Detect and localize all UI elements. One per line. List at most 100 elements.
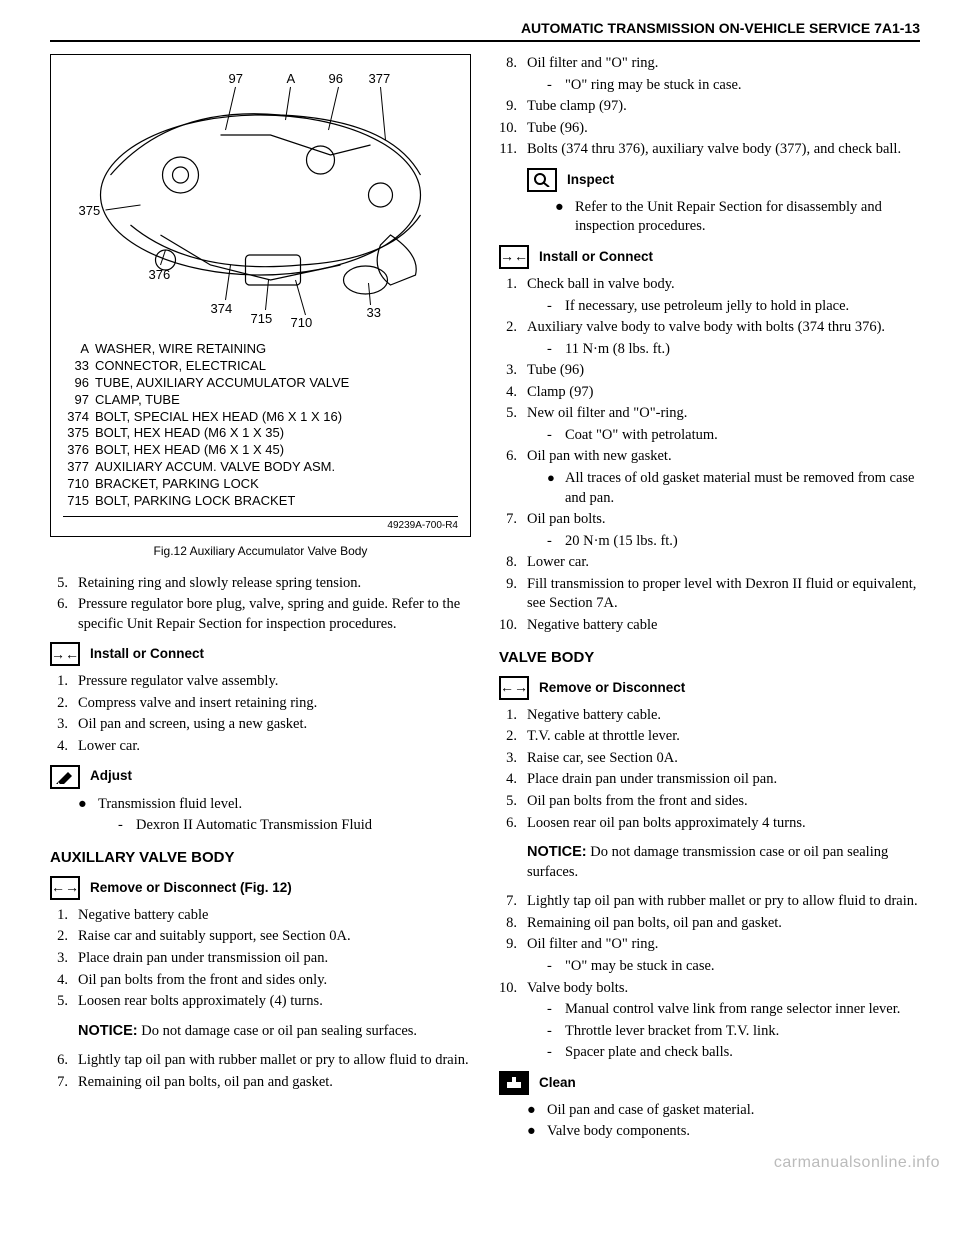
callout-374: 374 <box>211 301 233 316</box>
sub-text: If necessary, use petroleum jelly to hol… <box>565 297 849 317</box>
item-num: 9. <box>499 97 527 117</box>
clean-icon <box>499 1071 529 1095</box>
right-column: 8. Oil filter and "O" ring. -"O" ring may… <box>499 54 920 1150</box>
sub-text: Dexron II Automatic Transmission Fluid <box>136 816 372 836</box>
item-text: Retaining ring and slowly release spring… <box>78 574 471 594</box>
sub-text: "O" may be stuck in case. <box>565 957 715 977</box>
item-text: Lower car. <box>527 553 920 573</box>
part-num: 710 <box>63 476 95 493</box>
item-num: 6. <box>499 814 527 834</box>
item-num: 3. <box>50 715 78 735</box>
left-list-1: 5.Retaining ring and slowly release spri… <box>50 574 471 635</box>
parts-list: AWASHER, WIRE RETAINING 33CONNECTOR, ELE… <box>63 341 458 510</box>
part-desc: CONNECTOR, ELECTRICAL <box>95 358 458 375</box>
item-num: 4. <box>50 737 78 757</box>
item-text: Loosen rear bolts approximately (4) turn… <box>78 992 471 1012</box>
callout-377: 377 <box>369 71 391 86</box>
item-num: 9. <box>499 575 527 614</box>
item-text: Raise car and suitably support, see Sect… <box>78 927 471 947</box>
sub-text: 11 N·m (8 lbs. ft.) <box>565 340 670 360</box>
notice-label: NOTICE: <box>527 844 587 860</box>
adjust-label: Adjust <box>90 767 132 785</box>
install-heading-right: →← Install or Connect <box>499 245 920 269</box>
item-text: Pressure regulator bore plug, valve, spr… <box>78 595 471 634</box>
part-desc: BOLT, SPECIAL HEX HEAD (M6 X 1 X 16) <box>95 409 458 426</box>
sub-text: Manual control valve link from range sel… <box>565 1000 900 1020</box>
bullet: ● <box>527 1101 547 1121</box>
inspect-icon <box>527 168 557 192</box>
item-num: 1. <box>50 906 78 926</box>
item-num: 6. <box>50 1051 78 1071</box>
item-num: 5. <box>499 792 527 812</box>
part-num: 715 <box>63 493 95 510</box>
callout-A: A <box>287 71 296 86</box>
sub-text: All traces of old gasket material must b… <box>565 469 920 508</box>
item-num: 11. <box>499 140 527 160</box>
right-list-3: 1.Negative battery cable. 2.T.V. cable a… <box>499 706 920 833</box>
left-list-2: 1.Pressure regulator valve assembly. 2.C… <box>50 672 471 756</box>
item-text: Oil pan bolts from the front and sides o… <box>78 971 471 991</box>
part-desc: WASHER, WIRE RETAINING <box>95 341 458 358</box>
item-num: 4. <box>499 770 527 790</box>
remove-heading: ←→ Remove or Disconnect (Fig. 12) <box>50 876 471 900</box>
item-text: Valve body bolts. -Manual control valve … <box>527 979 920 1063</box>
item-text: Oil pan bolts from the front and sides. <box>527 792 920 812</box>
item-text: Tube (96). <box>527 119 920 139</box>
item-num: 10. <box>499 616 527 636</box>
adjust-list: ●Transmission fluid level. -Dexron II Au… <box>50 795 471 836</box>
item-num: 8. <box>499 914 527 934</box>
notice-block-right: NOTICE: Do not damage transmission case … <box>527 843 920 882</box>
part-desc: TUBE, AUXILIARY ACCUMULATOR VALVE <box>95 375 458 392</box>
valve-body-heading: VALVE BODY <box>499 648 920 668</box>
callout-96: 96 <box>329 71 343 86</box>
aux-valve-heading: AUXILLARY VALVE BODY <box>50 848 471 868</box>
callout-97: 97 <box>229 71 243 86</box>
part-desc: BOLT, PARKING LOCK BRACKET <box>95 493 458 510</box>
item-text: Place drain pan under transmission oil p… <box>527 770 920 790</box>
item-num: 10. <box>499 119 527 139</box>
item-text: Tube (96) <box>527 361 920 381</box>
item-text: T.V. cable at throttle lever. <box>527 727 920 747</box>
item-text: Negative battery cable. <box>527 706 920 726</box>
adjust-heading: Adjust <box>50 765 471 789</box>
remove-label: Remove or Disconnect (Fig. 12) <box>90 879 292 897</box>
install-icon: →← <box>499 245 529 269</box>
item-num: 2. <box>499 318 527 359</box>
item-num: 6. <box>499 447 527 508</box>
item-text: Oil pan and screen, using a new gasket. <box>78 715 471 735</box>
left-column: 97 A 96 377 375 376 374 715 710 33 AWASH… <box>50 54 471 1150</box>
left-list-3: 1.Negative battery cable 2.Raise car and… <box>50 906 471 1012</box>
item-text: Auxiliary valve body to valve body with … <box>527 318 920 359</box>
sub-text: Spacer plate and check balls. <box>565 1043 733 1063</box>
part-num: 96 <box>63 375 95 392</box>
part-desc: BOLT, HEX HEAD (M6 X 1 X 45) <box>95 442 458 459</box>
figure-box: 97 A 96 377 375 376 374 715 710 33 AWASH… <box>50 54 471 537</box>
item-num: 5. <box>499 404 527 445</box>
item-text: Negative battery cable <box>78 906 471 926</box>
notice-text: Do not damage case or oil pan sealing su… <box>141 1023 417 1039</box>
item-text: Oil filter and "O" ring. -"O" ring may b… <box>527 54 920 95</box>
item-num: 2. <box>50 927 78 947</box>
item-num: 1. <box>499 706 527 726</box>
part-desc: BOLT, HEX HEAD (M6 X 1 X 35) <box>95 425 458 442</box>
item-num: 10. <box>499 979 527 1063</box>
part-num: 97 <box>63 392 95 409</box>
item-num: 2. <box>499 727 527 747</box>
figure-caption: Fig.12 Auxiliary Accumulator Valve Body <box>50 543 471 559</box>
adjust-icon <box>50 765 80 789</box>
item-num: 9. <box>499 935 527 976</box>
item-text: Loosen rear oil pan bolts approximately … <box>527 814 920 834</box>
part-num: 374 <box>63 409 95 426</box>
bullet: ● <box>527 1122 547 1142</box>
sub-text: 20 N·m (15 lbs. ft.) <box>565 532 678 552</box>
remove-label: Remove or Disconnect <box>539 679 685 697</box>
item-text: Transmission fluid level. -Dexron II Aut… <box>98 795 471 836</box>
clean-label: Clean <box>539 1074 576 1092</box>
part-num: 33 <box>63 358 95 375</box>
item-text: Bolts (374 thru 376), auxiliary valve bo… <box>527 140 920 160</box>
item-num: 3. <box>50 949 78 969</box>
item-text: Oil pan and case of gasket material. <box>547 1101 920 1121</box>
item-text: Lightly tap oil pan with rubber mallet o… <box>527 892 920 912</box>
install-label: Install or Connect <box>539 248 653 266</box>
install-icon: →← <box>50 642 80 666</box>
